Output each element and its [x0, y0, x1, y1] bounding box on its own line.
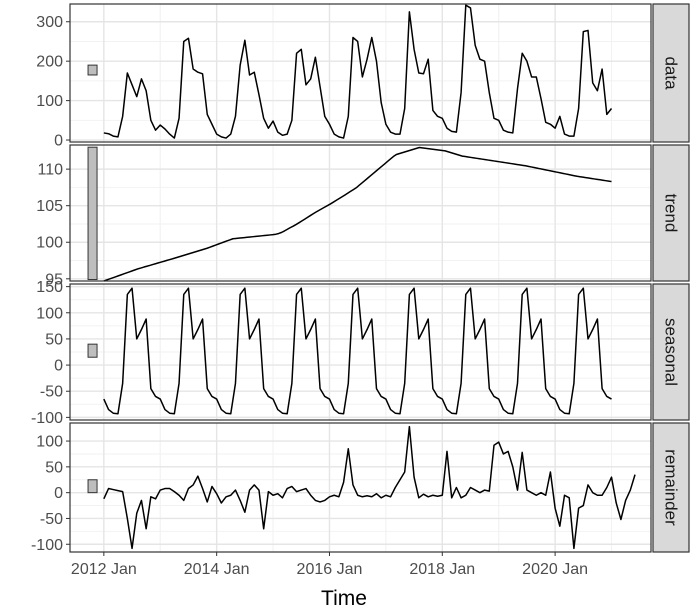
y-tick-label: 300: [36, 14, 63, 31]
y-tick-label: 100: [36, 434, 63, 451]
series-line-data: [103, 4, 613, 139]
y-tick-label: 100: [36, 235, 63, 252]
x-tick-label: 2016 Jan: [297, 561, 363, 578]
y-tick-label: 150: [36, 279, 63, 296]
strip-label-remainder: remainder: [662, 449, 681, 526]
y-tick-label: 0: [54, 358, 63, 375]
scale-bar: [87, 343, 98, 358]
strip-background: [652, 3, 690, 143]
panel-border: [69, 422, 652, 553]
strip-label-seasonal: seasonal: [662, 318, 681, 386]
scale-bar: [87, 479, 98, 494]
x-axis-title: Time: [321, 587, 367, 610]
x-tick-label: 2014 Jan: [184, 561, 250, 578]
y-tick-label: 100: [36, 93, 63, 110]
panel-seasonal: -100 -50 0 50 100 150 seasonal: [31, 279, 690, 427]
series-line-remainder: [103, 425, 636, 550]
panel-remainder: -100 -50 0 50 100 remainder: [31, 422, 690, 554]
x-tick-label: 2018 Jan: [409, 561, 475, 578]
y-tick-label: -50: [40, 384, 63, 401]
y-tick-label: 95: [45, 271, 63, 288]
y-tick-label: 200: [36, 54, 63, 71]
y-tick-label: 100: [36, 305, 63, 322]
strip-background: [652, 144, 690, 282]
y-tick-label: 0: [54, 133, 63, 150]
x-tick-label: 2020 Jan: [522, 561, 588, 578]
strip-background: [652, 422, 690, 553]
y-tick-label: 50: [45, 459, 63, 476]
panel-border: [69, 144, 652, 282]
panel-trend: 95 100 105 110 trend: [36, 144, 690, 288]
strip-label-data: data: [662, 56, 681, 90]
y-tick-label: 110: [37, 162, 63, 179]
y-tick-label: 0: [54, 485, 63, 502]
strip-background: [652, 283, 690, 421]
panel-border: [69, 283, 652, 421]
series-line-seasonal: [103, 287, 612, 415]
y-tick-label: 105: [36, 198, 63, 215]
y-tick-label: -50: [40, 511, 63, 528]
scale-bar: [87, 64, 98, 76]
panel-background: [70, 145, 651, 281]
y-tick-label: -100: [31, 537, 63, 554]
series-line-trend: [103, 146, 612, 282]
panel-background: [70, 4, 651, 142]
panel-background: [70, 423, 651, 552]
panel-border: [69, 3, 652, 143]
panel-data: 0 100 200 300 data: [36, 3, 690, 150]
y-tick-label: 50: [45, 331, 63, 348]
y-tick-label: -100: [31, 410, 63, 427]
x-tick-label: 2012 Jan: [71, 561, 137, 578]
strip-label-trend: trend: [662, 194, 681, 233]
scale-bar: [87, 146, 98, 281]
